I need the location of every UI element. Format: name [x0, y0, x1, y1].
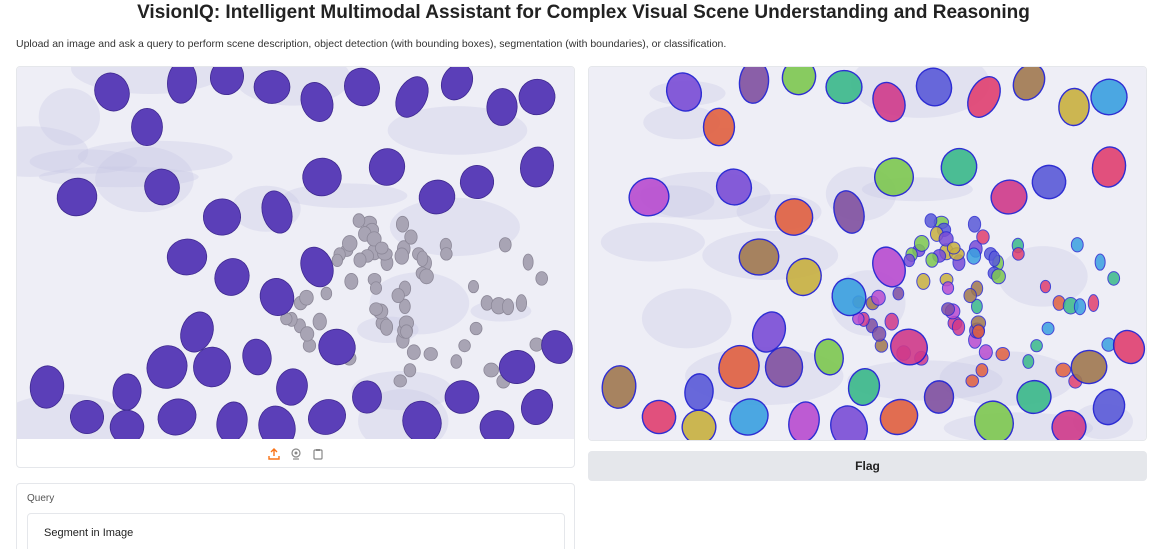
- clipboard-icon[interactable]: [312, 448, 324, 460]
- output-image-panel: [588, 66, 1147, 441]
- query-input[interactable]: [27, 513, 565, 549]
- query-block: Query: [16, 483, 575, 549]
- webcam-icon[interactable]: [290, 448, 302, 460]
- flag-button[interactable]: Flag: [588, 451, 1147, 481]
- segmented-output-image: [589, 67, 1146, 440]
- input-image-panel[interactable]: [16, 66, 575, 468]
- page-title: VisionIQ: Intelligent Multimodal Assista…: [137, 2, 1030, 23]
- page-description: Upload an image and ask a query to perfo…: [16, 38, 727, 50]
- input-cytology-image: [17, 67, 574, 439]
- query-label: Query: [27, 493, 55, 504]
- upload-icon[interactable]: [267, 448, 280, 460]
- image-toolbar: [17, 440, 574, 467]
